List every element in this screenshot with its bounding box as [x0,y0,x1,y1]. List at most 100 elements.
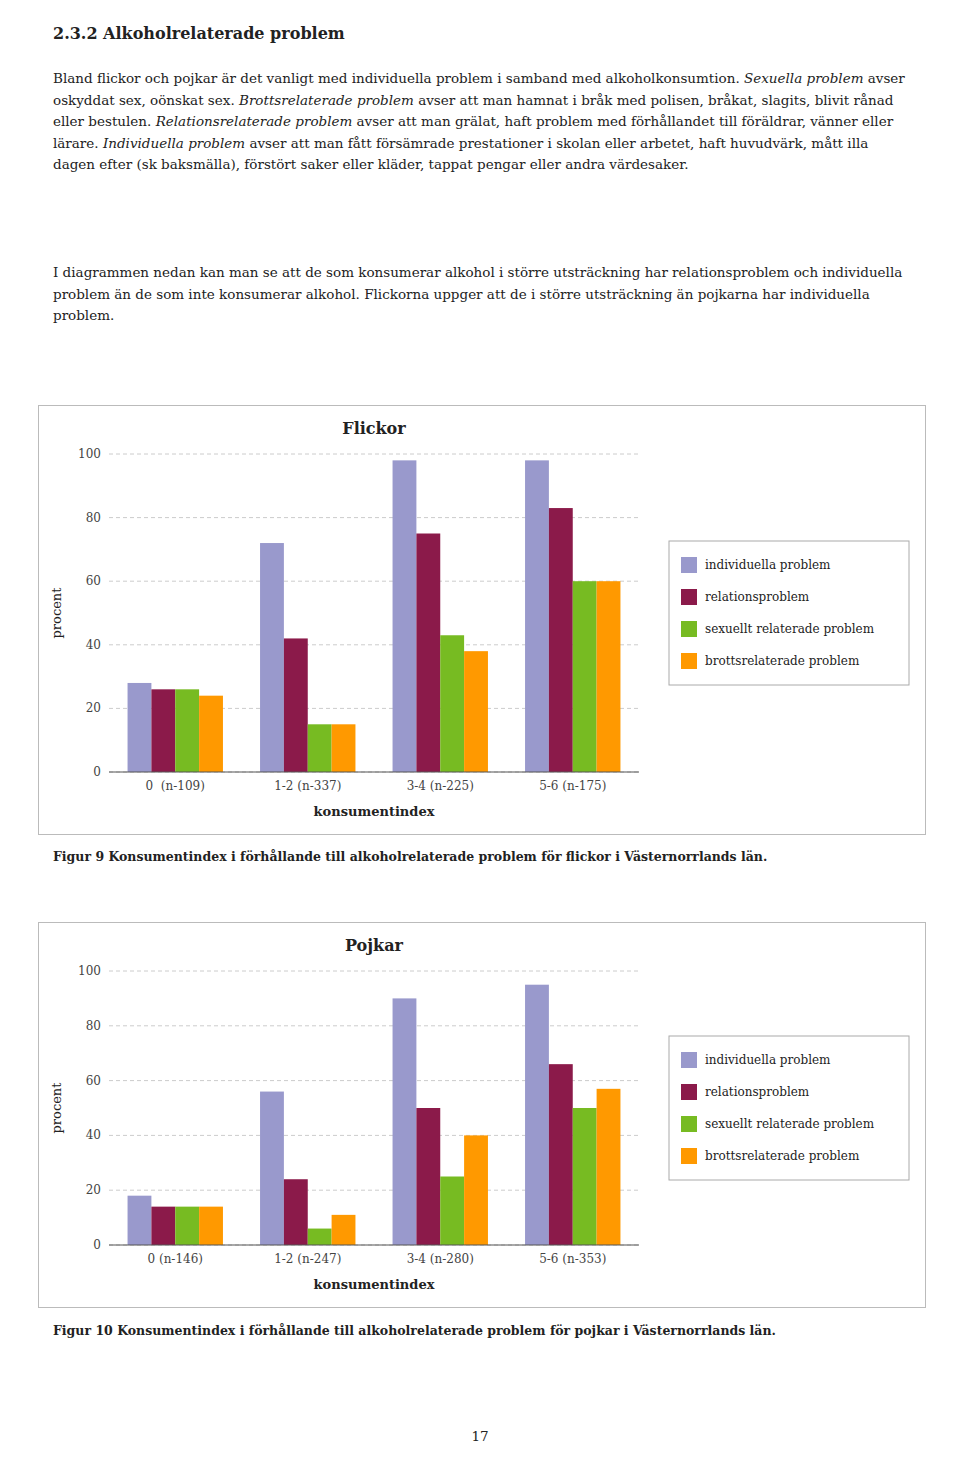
x-tick-label: 1-2 (n-337) [274,779,341,793]
legend-label: brottsrelaterade problem [705,654,860,668]
legend-swatch [681,1084,697,1100]
x-tick-label: 3-4 (n-280) [407,1252,474,1266]
legend-frame [669,541,909,685]
legend-swatch [681,653,697,669]
chart-box: Pojkar 0 20 40 60 80 100 0 (n-146) 1-2 (n-247) 3-… [38,922,926,1308]
y-tick-label: 100 [78,964,101,978]
caption: Figur 10 Konsumentindex i förhållande ti… [53,1322,912,1341]
x-tick-label: 1-2 (n-247) [274,1252,341,1266]
bar [549,1064,573,1245]
x-axis-label: konsumentindex [314,804,435,819]
legend-swatch [681,557,697,573]
y-tick-label: 0 [93,765,101,779]
bar [464,1135,488,1245]
grid-line [109,1245,639,1246]
chart-box: Flickor 0 20 40 60 80 100 0 (n-109) 1-2 (n-337) 3… [38,405,926,835]
legend-frame [669,1036,909,1180]
y-axis-label: procent [49,1082,64,1134]
x-tick-label: 3-4 (n-225) [407,779,474,793]
heading: 2.3.2 Alkoholrelaterade problem [53,24,912,43]
y-tick-label: 40 [86,1128,101,1142]
bar [151,1207,175,1245]
legend-label: sexuellt relaterade problem [705,1117,875,1131]
paragraph-text: Brottsrelaterade problem [239,92,414,108]
legend-label: individuella problem [705,1053,831,1067]
bar [284,1179,308,1245]
bar [393,998,417,1245]
bar [175,1207,199,1245]
legend-swatch [681,1148,697,1164]
bars [128,460,621,772]
page-number: 17 [0,1428,960,1444]
bar [416,534,440,773]
paragraph-text: Bland flickor och pojkar är det vanligt … [53,70,744,86]
grid-line [109,971,639,972]
bar [308,1229,332,1245]
y-tick-label: 20 [86,1183,101,1197]
x-axis-line [109,1245,639,1246]
chart-title: Flickor [342,419,406,438]
legend: individuella problem relationsproblem sexu… [669,541,909,685]
bar [151,689,175,772]
grid-line [109,772,639,773]
x-axis-line [109,772,639,773]
bar [393,460,417,772]
bar [199,1207,223,1245]
legend-swatch [681,589,697,605]
legend: individuella problem relationsproblem sexu… [669,1036,909,1180]
bar [549,508,573,772]
x-tick-label: 0 (n-109) [146,779,205,793]
bar [175,689,199,772]
grid-line [109,454,639,455]
bar [573,1108,597,1245]
paragraph: Bland flickor och pojkar är det vanligt … [53,68,912,176]
paragraph-text: I diagrammen nedan kan man se att de som… [53,264,902,323]
bar [440,635,464,772]
bar [308,724,332,772]
bar [284,638,308,772]
bar [332,724,356,772]
y-tick-label: 100 [78,447,101,461]
legend-label: relationsproblem [705,1085,810,1099]
chart: Flickor 0 20 40 60 80 100 0 (n-109) 1-2 (n-337) 3… [39,406,925,834]
y-tick-label: 60 [86,1074,101,1088]
bars [128,985,621,1245]
bar [464,651,488,772]
bar [260,1092,284,1245]
x-tick-label: 0 (n-146) [148,1252,204,1266]
bar [416,1108,440,1245]
legend-label: relationsproblem [705,590,810,604]
y-tick-label: 40 [86,638,101,652]
bar [332,1215,356,1245]
y-tick-label: 20 [86,701,101,715]
x-tick-label: 5-6 (n-353) [539,1252,606,1266]
legend-swatch [681,621,697,637]
paragraph: I diagrammen nedan kan man se att de som… [53,262,912,327]
y-tick-label: 0 [93,1238,101,1252]
x-axis-label: konsumentindex [314,1277,435,1292]
bar [128,683,152,772]
bar [525,460,549,772]
y-tick-label: 80 [86,1019,101,1033]
bar [597,581,621,772]
chart-title: Pojkar [345,936,404,955]
paragraph-text: Relationsrelaterade problem [156,113,353,129]
x-tick-label: 5-6 (n-175) [539,779,606,793]
grid-line [109,1025,639,1026]
caption: Figur 9 Konsumentindex i förhållande til… [53,848,912,867]
paragraph-text: Individuella problem [103,135,245,151]
legend-label: sexuellt relaterade problem [705,622,875,636]
legend-label: individuella problem [705,558,831,572]
bar [128,1196,152,1245]
paragraph-text: Sexuella problem [744,70,863,86]
bar [440,1177,464,1246]
bar [260,543,284,772]
legend-swatch [681,1052,697,1068]
bar [573,581,597,772]
bar [525,985,549,1245]
y-tick-label: 80 [86,511,101,525]
y-axis-label: procent [49,587,64,639]
legend-swatch [681,1116,697,1132]
y-tick-label: 60 [86,574,101,588]
legend-label: brottsrelaterade problem [705,1149,860,1163]
